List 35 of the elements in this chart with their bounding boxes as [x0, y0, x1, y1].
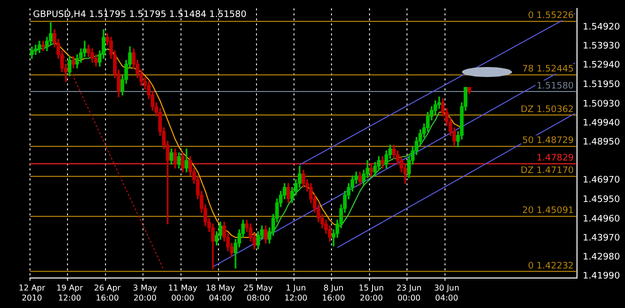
ref-line-label: 20 1.45091	[522, 206, 574, 216]
y-tick-label: 1.44960	[582, 214, 620, 224]
y-tick-label: 1.43970	[582, 233, 620, 244]
y-tick-label: 1.54920	[582, 22, 620, 33]
y-tick-label: 1.52940	[582, 60, 620, 71]
y-tick-label: 1.41990	[582, 271, 620, 282]
y-tick-label: 1.48950	[582, 137, 620, 148]
ref-line-label: 0 1.55226	[528, 11, 574, 22]
ref-line-label: DZ 1.47170	[520, 166, 574, 176]
x-tick-label: 3 May 20:00	[132, 284, 158, 302]
y-tick-label: 1.49940	[582, 118, 620, 128]
ref-line-label: DZ 1.50362	[520, 104, 574, 115]
ref-line-label: 1.51580	[536, 81, 574, 92]
x-tick-label: 11 May 00:00	[168, 284, 198, 302]
x-tick-label: 25 May 08:00	[244, 284, 274, 302]
x-tick-label: 18 May 04:00	[206, 284, 236, 302]
ref-line-label: 50 1.48729	[522, 136, 574, 146]
x-tick-label: 23 Jun 00:00	[396, 284, 422, 302]
chart-title: GBPUSD,H4 1.51795 1.51795 1.51484 1.51580	[33, 10, 247, 20]
x-tick-label: 26 Apr 16:00	[94, 284, 122, 302]
x-tick-label: 19 Apr 12:00	[56, 284, 84, 302]
x-tick-label: 30 Jun 04:00	[434, 284, 460, 302]
x-tick-label: 12 Apr 2010	[18, 284, 46, 302]
y-tick-label: 1.50930	[582, 99, 620, 110]
y-tick-label: 1.45950	[582, 195, 620, 206]
y-tick-label: 1.42980	[582, 252, 620, 262]
y-tick-label: 1.51950	[582, 80, 620, 90]
x-tick-label: 15 Jun 20:00	[358, 284, 384, 302]
y-tick-label: 1.46970	[582, 176, 620, 186]
ref-line-label: 0 1.42232	[528, 261, 574, 272]
ref-line-label: 1.47829	[536, 154, 574, 164]
x-tick-label: 8 Jun 16:00	[322, 284, 346, 302]
x-tick-label: 1 Jun 12:00	[284, 284, 308, 302]
ref-line-label: 78 1.52445	[522, 64, 574, 75]
y-tick-label: 1.53930	[582, 42, 620, 52]
